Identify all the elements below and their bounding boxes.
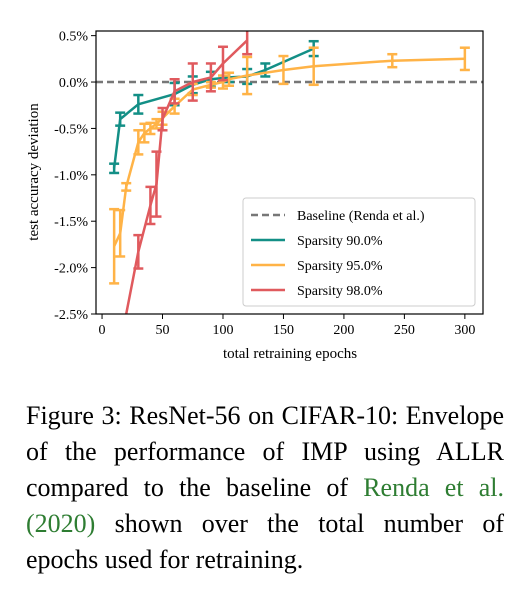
- legend-label: Sparsity 90.0%: [297, 234, 383, 249]
- legend-label: Sparsity 95.0%: [297, 259, 383, 274]
- y-tick-label: -0.5%: [54, 122, 88, 137]
- caption-text: Figure 3: ResNet-56 on CIFAR-10: Envelop…: [26, 401, 504, 502]
- x-tick-label: 150: [273, 323, 294, 338]
- x-axis-label: total retraining epochs: [223, 346, 357, 362]
- legend-box: [242, 197, 476, 307]
- legend-label: Sparsity 98.0%: [297, 284, 383, 299]
- y-axis-label: test accuracy deviation: [26, 103, 42, 241]
- plot-frame: [95, 30, 484, 315]
- y-tick-label: -1.0%: [54, 169, 88, 184]
- y-tick-label: 0.5%: [59, 30, 89, 45]
- x-tick-label: 200: [333, 323, 354, 338]
- series-line: [112, 57, 465, 247]
- x-tick-label: 50: [156, 323, 170, 338]
- y-tick-label: 0.0%: [59, 76, 89, 91]
- series-2: [124, 31, 253, 314]
- chart: 0 50 100 150 200 250 300 -2.5% -2.0% -1.5% -1.0% -0…: [26, 30, 484, 362]
- y-tick-label: -2.5%: [54, 308, 88, 323]
- figure-caption: Figure 3: ResNet-56 on CIFAR-10: Envelop…: [26, 398, 504, 578]
- y-tick-label: -2.0%: [54, 262, 88, 277]
- x-tick-label: 0: [99, 323, 106, 338]
- legend-label: Baseline (Renda et al.): [297, 209, 425, 224]
- caption-text-end: shown over the total number of epochs us…: [26, 509, 504, 574]
- series-line: [124, 39, 249, 314]
- x-tick-label: 250: [394, 323, 415, 338]
- y-tick-label: -1.5%: [54, 215, 88, 230]
- x-tick-label: 100: [212, 323, 233, 338]
- citation-link[interactable]: Renda et al. (2020): [26, 473, 504, 538]
- legend: Baseline (Renda et al.) Sparsity 90.0% Spa…: [242, 197, 476, 307]
- x-tick-label: 300: [454, 323, 475, 338]
